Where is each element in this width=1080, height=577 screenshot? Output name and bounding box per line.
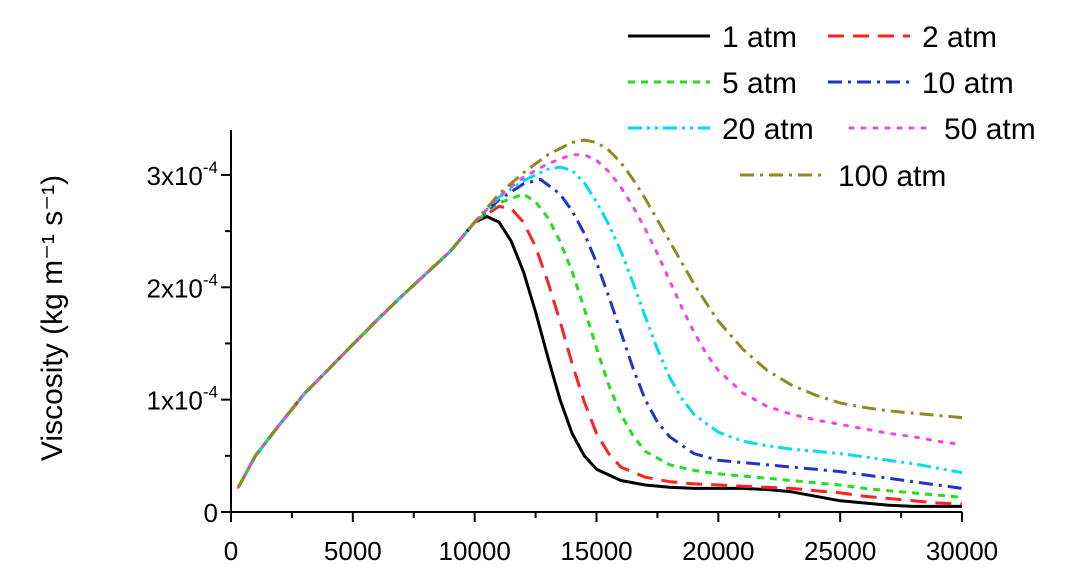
y-tick-label: 1x10-4: [146, 383, 218, 416]
x-tick-label: 5000: [324, 536, 382, 566]
legend-label: 2 atm: [922, 21, 997, 54]
legend-label: 5 atm: [722, 67, 797, 100]
plot-lines: [236, 138, 964, 508]
legend-label: 1 atm: [722, 21, 797, 54]
y-axis-title: Viscosity (kg m⁻¹ s⁻¹): [36, 175, 69, 461]
series-line-10-atm: [236, 177, 963, 490]
legend-label: 50 atm: [944, 113, 1036, 146]
x-ticks: 0 5000 10000 15000 20000 25000 30000: [224, 512, 998, 566]
legend: 1 atm 2 atm 5 atm 10 atm 20 atm 50 atm 100 atm: [628, 21, 1036, 193]
legend-label: 20 atm: [722, 113, 814, 146]
y-tick-label: 2x10-4: [146, 270, 218, 303]
series-line-100-atm: [236, 138, 963, 489]
series-line-5-atm: [236, 192, 963, 499]
legend-label: 10 atm: [922, 67, 1014, 100]
y-tick-label: 3x10-4: [146, 158, 218, 191]
series-line-2-atm: [236, 204, 963, 506]
legend-label: 100 atm: [838, 160, 946, 193]
series-line-50-atm: [236, 153, 964, 489]
x-tick-label: 20000: [682, 536, 754, 566]
series-line-20-atm: [236, 165, 963, 489]
x-tick-label: 15000: [560, 536, 632, 566]
y-ticks: 0 1x10-4 2x10-4 3x10-4: [146, 158, 231, 528]
x-tick-label: 0: [224, 536, 238, 566]
y-tick-label: 0: [204, 498, 218, 528]
x-tick-label: 30000: [926, 536, 998, 566]
x-tick-label: 10000: [439, 536, 511, 566]
x-tick-label: 25000: [804, 536, 876, 566]
